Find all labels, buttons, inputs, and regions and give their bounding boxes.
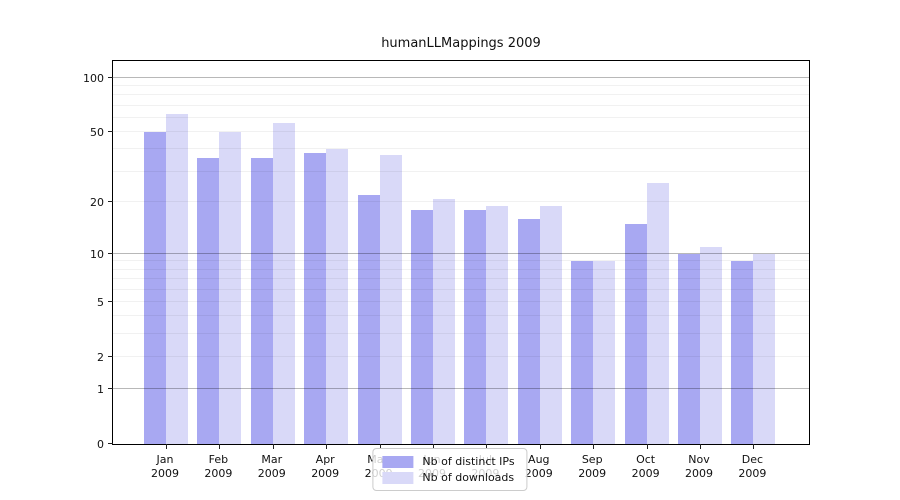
bar-downloads-may bbox=[379, 155, 402, 444]
bar-distinct-ips-aug bbox=[517, 219, 540, 444]
plot-area bbox=[108, 60, 810, 449]
bar-downloads-jul bbox=[486, 206, 509, 444]
legend-entry-downloads: Nb of downloads bbox=[382, 471, 514, 484]
gridline-minor bbox=[113, 300, 809, 302]
x-tick-label: Aug 2009 bbox=[524, 453, 553, 480]
y-tick-label: 2 bbox=[97, 350, 104, 364]
y-tick-mark bbox=[108, 131, 113, 132]
gridline-minor bbox=[113, 170, 809, 172]
x-tick-mark bbox=[219, 444, 221, 449]
x-tick-mark bbox=[646, 444, 648, 449]
y-tick-mark bbox=[108, 300, 113, 302]
gridline-minor bbox=[113, 333, 809, 334]
gridline-minor bbox=[113, 116, 809, 118]
bar-distinct-ips-nov bbox=[678, 253, 700, 444]
bar-downloads-dec bbox=[753, 253, 776, 444]
y-tick-label: 10 bbox=[90, 247, 104, 261]
x-tick-mark bbox=[433, 444, 434, 449]
gridline-minor bbox=[113, 315, 809, 317]
gridline-minor bbox=[113, 131, 809, 132]
y-tick-mark bbox=[108, 355, 113, 357]
chart-title: humanLLMappings 2009 bbox=[381, 36, 541, 51]
x-tick-mark bbox=[593, 444, 595, 449]
gridline-minor bbox=[113, 355, 809, 357]
bar-distinct-ips-jul bbox=[464, 210, 487, 444]
y-tick-label: 100 bbox=[83, 71, 104, 85]
x-tick-label: Apr 2009 bbox=[311, 453, 340, 480]
x-tick-label: Feb 2009 bbox=[204, 453, 233, 480]
legend-entry-distinct-ips: Nb of distinct IPs bbox=[382, 455, 515, 468]
x-tick-mark bbox=[539, 444, 541, 449]
gridline-major bbox=[113, 76, 809, 78]
x-tick-label: Mar 2009 bbox=[257, 453, 286, 480]
bar-downloads-jan bbox=[166, 114, 188, 444]
gridline-minor bbox=[113, 260, 809, 262]
bar-distinct-ips-oct bbox=[624, 224, 647, 444]
legend-label-distinct-ips: Nb of distinct IPs bbox=[422, 455, 515, 468]
bar-distinct-ips-sep bbox=[571, 261, 594, 444]
bar-distinct-ips-jan bbox=[144, 132, 166, 444]
bar-downloads-sep bbox=[593, 261, 616, 444]
x-tick-mark bbox=[753, 444, 755, 449]
x-tick-mark bbox=[166, 444, 167, 449]
gridline-minor bbox=[113, 104, 809, 106]
legend-label-downloads: Nb of downloads bbox=[422, 471, 515, 484]
x-tick-mark bbox=[379, 444, 381, 449]
y-tick-mark bbox=[108, 443, 113, 444]
bar-downloads-feb bbox=[219, 132, 242, 444]
bar-downloads-jun bbox=[433, 198, 455, 444]
bar-downloads-mar bbox=[272, 123, 295, 444]
gridline-minor bbox=[113, 268, 809, 270]
bar-downloads-oct bbox=[646, 182, 669, 444]
x-tick-label: Dec 2009 bbox=[738, 453, 767, 480]
bar-distinct-ips-dec bbox=[731, 261, 754, 444]
bar-distinct-ips-feb bbox=[197, 157, 220, 444]
bar-distinct-ips-jun bbox=[411, 210, 433, 444]
y-tick-mark bbox=[108, 252, 113, 254]
x-tick-label: Jan 2009 bbox=[151, 453, 179, 480]
gridline-minor bbox=[113, 201, 809, 203]
bar-downloads-aug bbox=[539, 206, 562, 444]
legend-swatch-distinct-ips bbox=[382, 455, 414, 468]
x-tick-mark bbox=[272, 444, 274, 449]
bar-distinct-ips-apr bbox=[304, 153, 327, 444]
gridline-major bbox=[113, 252, 809, 254]
x-tick-label: Sep 2009 bbox=[578, 453, 607, 480]
y-tick-label: 0 bbox=[97, 438, 104, 451]
bar-distinct-ips-mar bbox=[250, 157, 273, 444]
y-tick-label: 50 bbox=[90, 126, 104, 139]
gridline-minor bbox=[113, 85, 809, 87]
x-tick-mark bbox=[486, 444, 488, 449]
gridline-minor bbox=[113, 278, 809, 279]
y-tick-label: 5 bbox=[97, 295, 104, 309]
x-tick-label: Nov 2009 bbox=[685, 453, 713, 480]
legend-swatch-downloads bbox=[382, 471, 414, 484]
bar-distinct-ips-may bbox=[357, 195, 380, 444]
y-tick-mark bbox=[108, 76, 113, 78]
x-tick-mark bbox=[700, 444, 701, 449]
x-tick-mark bbox=[326, 444, 328, 449]
bar-downloads-nov bbox=[700, 246, 722, 444]
y-tick-label: 20 bbox=[90, 196, 104, 210]
gridline-minor bbox=[113, 288, 809, 290]
x-tick-label: Oct 2009 bbox=[631, 453, 660, 480]
legend: Nb of distinct IPs Nb of downloads bbox=[372, 448, 528, 491]
gridline-minor bbox=[113, 148, 809, 150]
gridline-minor bbox=[113, 94, 809, 96]
bar-downloads-apr bbox=[326, 149, 349, 444]
y-tick-label: 1 bbox=[97, 383, 104, 396]
y-tick-mark bbox=[108, 388, 113, 389]
gridline-major bbox=[113, 388, 809, 389]
y-tick-mark bbox=[108, 201, 113, 203]
